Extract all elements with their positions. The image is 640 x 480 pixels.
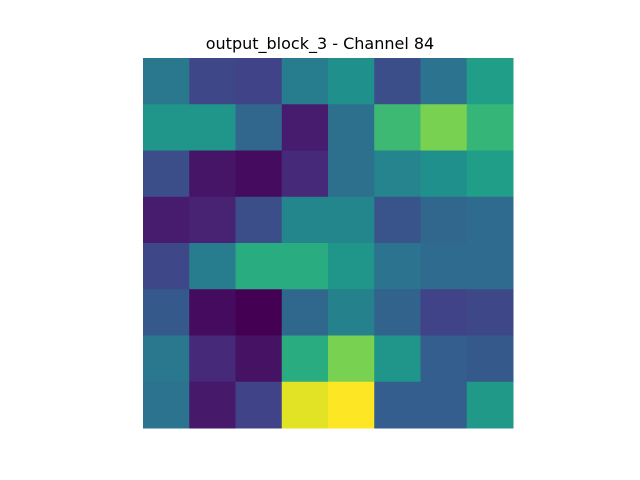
heatmap-cell-r7-c3: [281, 381, 329, 429]
heatmap-cell-r1-c4: [328, 104, 375, 151]
heatmap-cell-r1-c3: [281, 104, 329, 151]
heatmap-cell-r5-c0: [143, 289, 190, 336]
heatmap-cell-r6-c2: [235, 335, 283, 383]
heatmap-cell-r3-c6: [420, 196, 468, 244]
heatmap-cell-r4-c7: [466, 243, 514, 290]
heatmap-cell-r1-c6: [420, 104, 468, 151]
heatmap-cell-r3-c3: [281, 196, 329, 244]
heatmap-cell-r5-c7: [466, 289, 514, 336]
heatmap-cell-r7-c4: [328, 381, 375, 429]
heatmap-cell-r6-c3: [281, 335, 329, 383]
heatmap-cell-r7-c7: [466, 381, 514, 429]
heatmap-cell-r7-c0: [143, 381, 190, 429]
heatmap-cell-r4-c1: [189, 243, 236, 290]
heatmap-cell-r2-c2: [235, 150, 283, 198]
heatmap-cell-r1-c7: [466, 104, 514, 151]
heatmap-cell-r0-c5: [374, 58, 421, 105]
heatmap-cell-r0-c4: [328, 58, 375, 105]
heatmap-cell-r5-c6: [420, 289, 468, 336]
chart-title: output_block_3 - Channel 84: [205, 34, 435, 53]
heatmap-cell-r0-c3: [281, 58, 329, 105]
heatmap-cell-r5-c5: [374, 289, 421, 336]
heatmap-cell-r3-c7: [466, 196, 514, 244]
heatmap-cell-r4-c3: [281, 243, 329, 290]
heatmap-cell-r4-c5: [374, 243, 421, 290]
heatmap-cell-r2-c0: [143, 150, 190, 198]
heatmap-cell-r6-c4: [328, 335, 375, 383]
heatmap-cell-r2-c3: [281, 150, 329, 198]
heatmap-cell-r3-c0: [143, 196, 190, 244]
heatmap-cell-r5-c1: [189, 289, 236, 336]
heatmap-cell-r4-c0: [143, 243, 190, 290]
heatmap-cell-r2-c1: [189, 150, 236, 198]
heatmap-cell-r0-c0: [143, 58, 190, 105]
heatmap-cell-r5-c3: [281, 289, 329, 336]
heatmap-cell-r1-c1: [189, 104, 236, 151]
heatmap-cell-r1-c0: [143, 104, 190, 151]
heatmap-cell-r6-c5: [374, 335, 421, 383]
heatmap-cell-r4-c2: [235, 243, 283, 290]
heatmap-cell-r7-c1: [189, 381, 236, 429]
heatmap-cell-r4-c6: [420, 243, 468, 290]
heatmap-cell-r3-c5: [374, 196, 421, 244]
heatmap-cell-r2-c5: [374, 150, 421, 198]
heatmap-cell-r3-c1: [189, 196, 236, 244]
heatmap-cell-r1-c5: [374, 104, 421, 151]
heatmap-cell-r0-c1: [189, 58, 236, 105]
heatmap-cell-r3-c2: [235, 196, 283, 244]
heatmap-cell-r6-c6: [420, 335, 468, 383]
heatmap-cell-r6-c0: [143, 335, 190, 383]
heatmap-cell-r2-c4: [328, 150, 375, 198]
heatmap-cell-r1-c2: [235, 104, 283, 151]
heatmap-cell-r4-c4: [328, 243, 375, 290]
heatmap-cell-r2-c7: [466, 150, 514, 198]
heatmap-cell-r0-c6: [420, 58, 468, 105]
heatmap-cell-r7-c5: [374, 381, 421, 429]
heatmap-cell-r7-c6: [420, 381, 468, 429]
heatmap-cell-r5-c2: [235, 289, 283, 336]
heatmap-cell-r6-c1: [189, 335, 236, 383]
heatmap-cell-r7-c2: [235, 381, 283, 429]
heatmap-cell-r3-c4: [328, 196, 375, 244]
heatmap-cell-r2-c6: [420, 150, 468, 198]
heatmap-cell-r0-c7: [466, 58, 514, 105]
heatmap-cell-r5-c4: [328, 289, 375, 336]
heatmap-cell-r0-c2: [235, 58, 283, 105]
heatmap-cell-r6-c7: [466, 335, 514, 383]
